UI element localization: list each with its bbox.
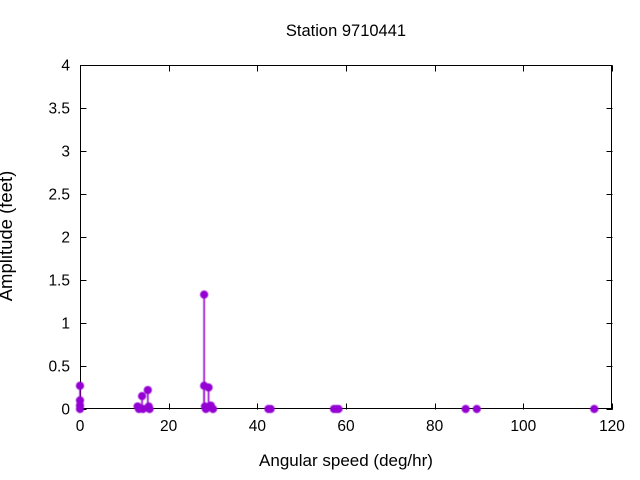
svg-text:3: 3: [61, 144, 70, 161]
svg-text:2.5: 2.5: [48, 187, 70, 204]
svg-text:0: 0: [61, 402, 70, 419]
svg-text:0.5: 0.5: [48, 359, 70, 376]
svg-text:3.5: 3.5: [48, 101, 70, 118]
svg-text:0: 0: [76, 418, 85, 435]
svg-text:1: 1: [61, 316, 70, 333]
svg-text:4: 4: [61, 58, 70, 75]
svg-text:100: 100: [510, 418, 536, 435]
svg-text:120: 120: [599, 418, 625, 435]
svg-text:2: 2: [61, 230, 70, 247]
svg-text:20: 20: [160, 418, 178, 435]
svg-text:1.5: 1.5: [48, 273, 70, 290]
svg-text:80: 80: [426, 418, 444, 435]
svg-text:40: 40: [249, 418, 267, 435]
svg-text:60: 60: [337, 418, 355, 435]
